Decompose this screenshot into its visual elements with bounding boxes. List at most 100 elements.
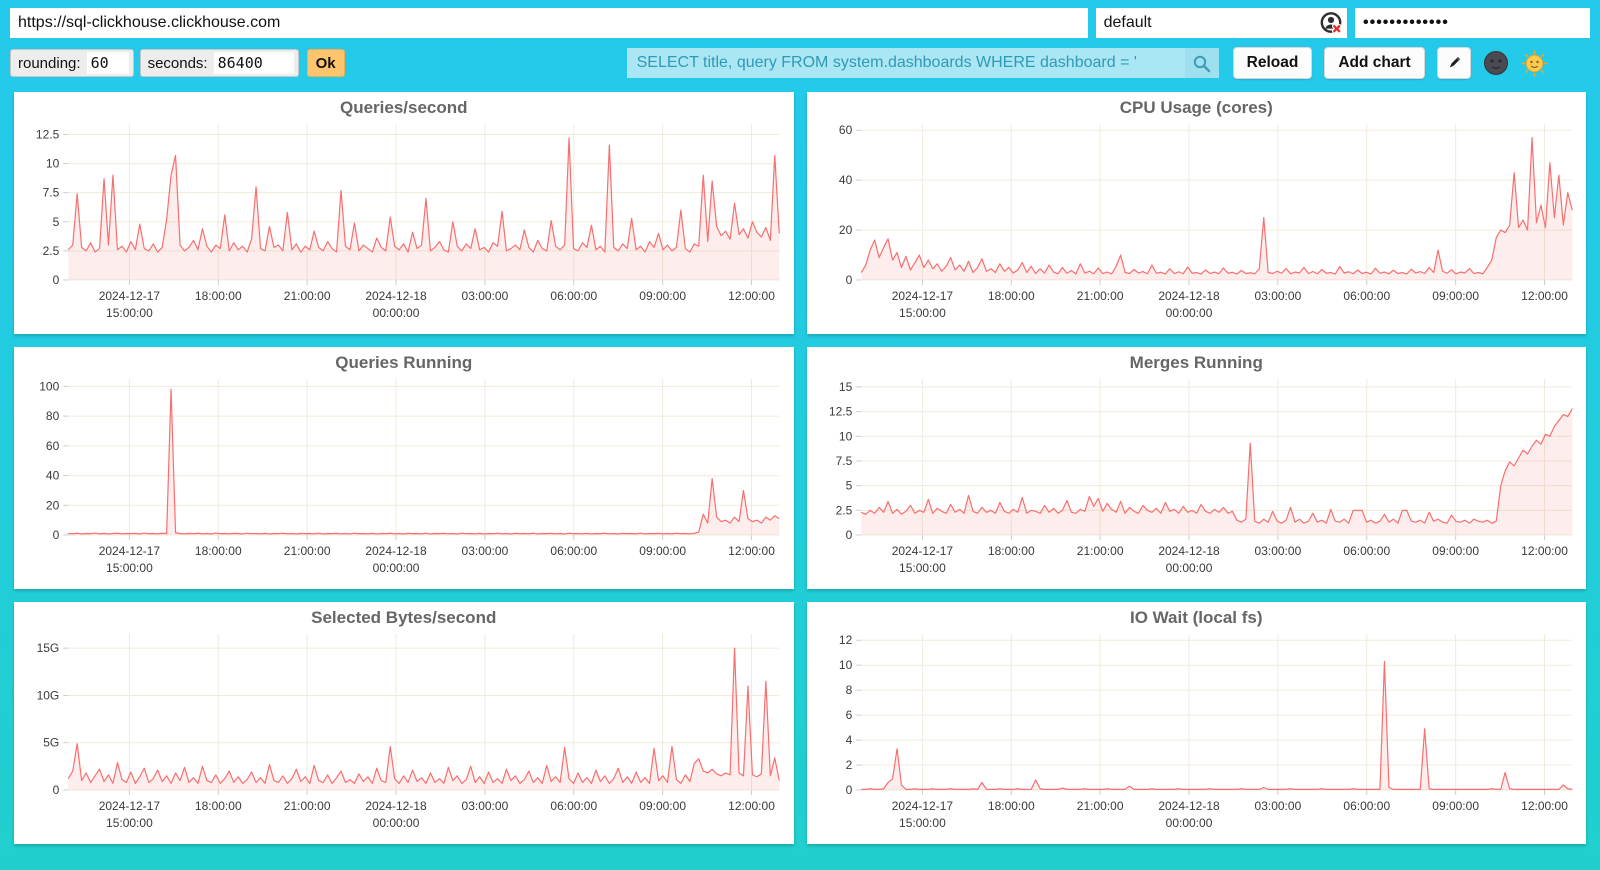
svg-text:60: 60	[838, 123, 852, 137]
ok-button[interactable]: Ok	[306, 49, 345, 77]
svg-text:21:00:00: 21:00:00	[1076, 289, 1123, 303]
svg-text:2024-12-17: 2024-12-17	[891, 799, 953, 813]
chart-canvas[interactable]: 0 2.5 5 7.5 10 12.5 15 2024-12-17 15:00:00 18:00:…	[807, 373, 1587, 581]
svg-text:2024-12-18: 2024-12-18	[365, 544, 427, 558]
svg-text:00:00:00: 00:00:00	[373, 816, 420, 830]
svg-text:18:00:00: 18:00:00	[195, 544, 242, 558]
reload-button[interactable]: Reload	[1232, 47, 1313, 79]
svg-text:2024-12-17: 2024-12-17	[99, 544, 161, 558]
seconds-label: seconds:	[147, 54, 208, 72]
chart-panel: Merges Running 0 2.5 5 7.5 10 12.5 15 2024-12-1…	[806, 347, 1587, 589]
svg-text:00:00:00: 00:00:00	[373, 306, 420, 320]
chart-title: Selected Bytes/second	[311, 608, 497, 627]
svg-text:15:00:00: 15:00:00	[106, 306, 153, 320]
svg-text:7.5: 7.5	[835, 454, 852, 468]
svg-text:12:00:00: 12:00:00	[728, 799, 775, 813]
svg-text:09:00:00: 09:00:00	[639, 289, 686, 303]
svg-text:100: 100	[39, 379, 59, 393]
svg-text:06:00:00: 06:00:00	[550, 544, 597, 558]
chart-title: Merges Running	[1129, 353, 1263, 372]
svg-text:5: 5	[845, 479, 852, 493]
controls-row: rounding: seconds: Ok Reload Add chart	[10, 46, 1590, 80]
svg-text:06:00:00: 06:00:00	[550, 289, 597, 303]
svg-text:15:00:00: 15:00:00	[106, 561, 153, 575]
seconds-input[interactable]	[213, 52, 294, 74]
chart-canvas[interactable]: 0 20 40 60 2024-12-17 15:00:00 18:00:00 21:00:0…	[807, 118, 1587, 326]
svg-text:80: 80	[46, 409, 60, 423]
svg-text:15:00:00: 15:00:00	[106, 816, 153, 830]
svg-text:09:00:00: 09:00:00	[1432, 799, 1479, 813]
username-field-wrap	[1095, 8, 1347, 38]
svg-text:0: 0	[845, 273, 852, 287]
user-blocked-icon	[1320, 12, 1342, 34]
svg-text:4: 4	[845, 733, 852, 747]
svg-text:21:00:00: 21:00:00	[284, 799, 331, 813]
svg-text:7.5: 7.5	[43, 186, 60, 200]
chart-title: CPU Usage (cores)	[1119, 98, 1273, 117]
svg-text:8: 8	[845, 683, 852, 697]
svg-text:09:00:00: 09:00:00	[639, 544, 686, 558]
svg-text:21:00:00: 21:00:00	[1076, 544, 1123, 558]
svg-text:15:00:00: 15:00:00	[899, 816, 946, 830]
svg-text:18:00:00: 18:00:00	[987, 289, 1034, 303]
svg-text:20: 20	[46, 498, 60, 512]
svg-text:21:00:00: 21:00:00	[1076, 799, 1123, 813]
rounding-input[interactable]	[86, 52, 129, 74]
add-chart-button[interactable]: Add chart	[1324, 47, 1425, 79]
svg-text:40: 40	[838, 173, 852, 187]
svg-text:2024-12-18: 2024-12-18	[1158, 799, 1220, 813]
svg-text:06:00:00: 06:00:00	[550, 799, 597, 813]
chart-title: IO Wait (local fs)	[1129, 608, 1263, 627]
chart-canvas[interactable]: 0 2 4 6 8 10 12 2024-12-17 15:00:00 18:00:00 21:00…	[807, 628, 1587, 836]
svg-text:03:00:00: 03:00:00	[1254, 544, 1301, 558]
password-input[interactable]	[1355, 8, 1590, 38]
svg-text:0: 0	[845, 528, 852, 542]
magnifier-icon	[1193, 55, 1211, 72]
svg-text:12:00:00: 12:00:00	[728, 289, 775, 303]
svg-text:15: 15	[838, 380, 852, 394]
svg-text:0: 0	[53, 528, 60, 542]
dashboard-query-input[interactable]	[626, 48, 1185, 78]
svg-text:15G: 15G	[37, 641, 60, 655]
chart-canvas[interactable]: 0 20 40 60 80 100 2024-12-17 15:00:00 18:00:00 21…	[14, 373, 794, 581]
svg-text:10: 10	[46, 157, 60, 171]
chart-panel: Queries/second 0 2.5 5 7.5 10 12.5 2024-12-17 1…	[14, 92, 794, 334]
svg-text:10G: 10G	[37, 688, 60, 702]
svg-text:2024-12-18: 2024-12-18	[365, 799, 427, 813]
svg-text:12:00:00: 12:00:00	[1521, 544, 1568, 558]
svg-text:03:00:00: 03:00:00	[1254, 799, 1301, 813]
svg-text:10: 10	[838, 429, 852, 443]
svg-text:6: 6	[845, 708, 852, 722]
chart-canvas[interactable]: 0 5G 10G 15G 2024-12-17 15:00:00 18:00:00 21:00…	[14, 628, 794, 836]
svg-text:09:00:00: 09:00:00	[1432, 544, 1479, 558]
svg-text:2024-12-17: 2024-12-17	[99, 289, 161, 303]
svg-text:18:00:00: 18:00:00	[195, 799, 242, 813]
charts-grid: Queries/second 0 2.5 5 7.5 10 12.5 2024-12-17 1…	[14, 92, 1586, 844]
svg-text:18:00:00: 18:00:00	[987, 544, 1034, 558]
svg-text:20: 20	[838, 223, 852, 237]
svg-text:12:00:00: 12:00:00	[1521, 799, 1568, 813]
svg-text:0: 0	[53, 273, 60, 287]
svg-text:00:00:00: 00:00:00	[1165, 816, 1212, 830]
svg-text:21:00:00: 21:00:00	[284, 544, 331, 558]
svg-text:12:00:00: 12:00:00	[728, 544, 775, 558]
svg-text:60: 60	[46, 439, 60, 453]
svg-text:5G: 5G	[43, 736, 59, 750]
svg-text:09:00:00: 09:00:00	[1432, 289, 1479, 303]
chart-title: Queries Running	[335, 353, 473, 372]
svg-text:06:00:00: 06:00:00	[1343, 289, 1390, 303]
svg-text:2.5: 2.5	[835, 503, 852, 517]
run-search-button[interactable]	[1184, 48, 1219, 78]
pencil-icon	[1449, 57, 1460, 68]
light-theme-toggle[interactable]	[1521, 49, 1549, 77]
chart-canvas[interactable]: 0 2.5 5 7.5 10 12.5 2024-12-17 15:00:00 18:00:00…	[14, 118, 794, 326]
svg-text:03:00:00: 03:00:00	[462, 544, 509, 558]
dark-theme-toggle[interactable]	[1482, 49, 1510, 77]
svg-text:15:00:00: 15:00:00	[899, 561, 946, 575]
svg-text:00:00:00: 00:00:00	[1165, 561, 1212, 575]
chart-panel: Queries Running 0 20 40 60 80 100 2024-12-17 15…	[14, 347, 794, 589]
server-url-input[interactable]	[10, 8, 1088, 38]
edit-dashboard-button[interactable]	[1436, 47, 1471, 79]
svg-text:12.5: 12.5	[36, 127, 60, 141]
username-input[interactable]	[1095, 8, 1347, 38]
